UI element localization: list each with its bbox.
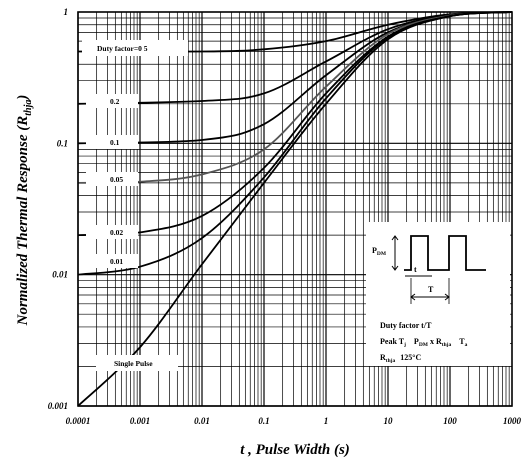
series-label-bg-1	[86, 94, 138, 108]
t-big-label: T	[428, 285, 434, 294]
x-tick-label: 1	[324, 416, 329, 426]
series-label-bg-2	[86, 135, 138, 149]
x-axis-label: t , Pulse Width (s)	[240, 442, 350, 458]
series-label-5: 0.01	[110, 257, 123, 266]
x-tick-label: 0.0001	[66, 416, 91, 426]
x-tick-label: 10	[384, 416, 394, 426]
series-label-4: 0.02	[110, 228, 123, 237]
series-label-bg-6	[96, 355, 178, 371]
x-tick-label: 100	[443, 416, 457, 426]
series-label-0: Duty factor=0 5	[97, 44, 148, 53]
rthja-text: Rthja 125°C	[380, 353, 421, 364]
series-label-bg-4	[86, 225, 138, 239]
series-label-1: 0.2	[110, 97, 120, 106]
plot-frame	[77, 11, 513, 407]
series-line-6	[77, 11, 513, 407]
series-label-6: Single Pulse	[114, 359, 153, 368]
pulse-annotation: PDM t T Duty factor t/T Peak Tj PDM x Rth…	[366, 222, 510, 366]
y-axis-label-main: Normalized Thermal Response (R	[15, 116, 31, 327]
x-tick-label: 0.001	[130, 416, 150, 426]
x-tick-label: 1000	[503, 416, 522, 426]
pdm-arrow-heads	[391, 235, 399, 271]
tick-labels: 0.0001 0.001 0.01 0.1 1 10 100 1000 0.001 0.01 0.1…	[48, 7, 522, 426]
t-small-label: t	[414, 265, 417, 274]
series-label-bg-0	[82, 40, 188, 56]
series-label-2: 0.1	[110, 138, 120, 147]
y-tick-label: 0.01	[52, 270, 68, 280]
series-labels: Duty factor=0 5 0.2 0.1 0.05 0.02 0.01 Single …	[82, 40, 188, 371]
pulse-waveform	[404, 235, 486, 271]
annotation-background	[366, 222, 510, 366]
y-tick-label: 0.001	[48, 401, 68, 411]
duty-factor-text: Duty factor t/T	[380, 321, 432, 330]
y-tick-label: 0.1	[57, 138, 68, 148]
y-axis-label: Normalized Thermal Response (Rthja)	[15, 95, 34, 327]
series-label-3: 0.05	[110, 175, 123, 184]
t-big-arrow-heads	[410, 293, 450, 301]
peak-tj-text: Peak Tj PDM x Rthja Ta	[380, 337, 468, 348]
x-tick-label: 0.1	[258, 416, 269, 426]
grid	[77, 12, 512, 407]
x-tick-label: 0.01	[194, 416, 210, 426]
y-axis-label-sub: thja	[23, 100, 34, 116]
series-label-bg-3	[86, 172, 138, 186]
y-axis-label-end: )	[15, 95, 31, 102]
series-label-bg-5	[86, 254, 138, 268]
pdm-label: PDM	[372, 246, 387, 257]
series-lines	[77, 11, 513, 407]
y-tick-label: 1	[64, 7, 69, 17]
